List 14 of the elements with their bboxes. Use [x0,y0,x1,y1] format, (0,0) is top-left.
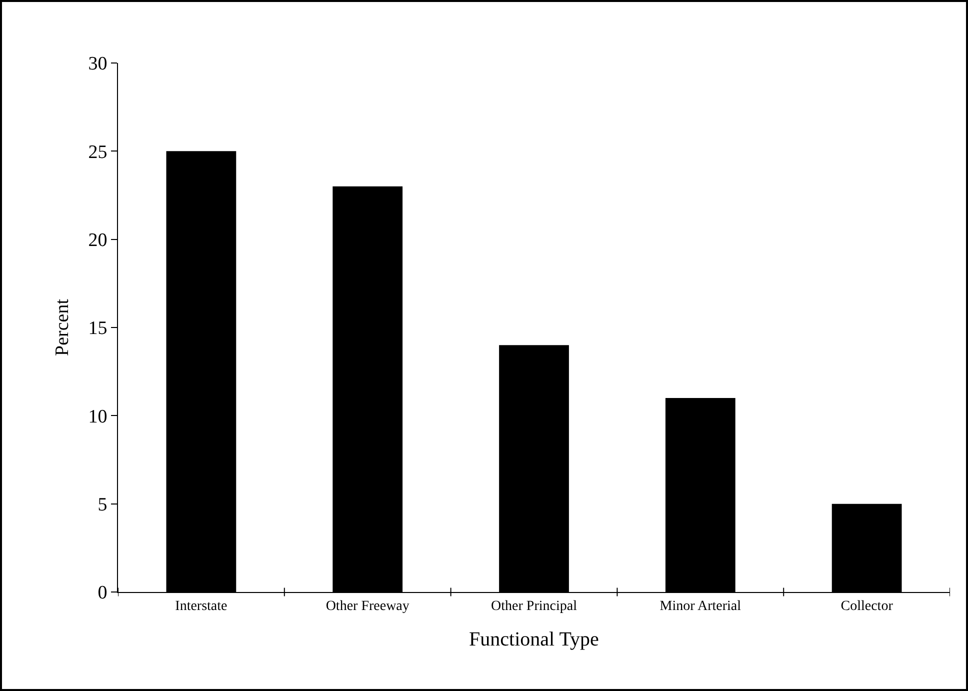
y-axis-title: Percent [52,298,74,356]
x-tick-label: Minor Arterial [660,598,742,614]
x-tick-label: Other Principal [491,598,578,614]
y-tick-label: 20 [88,230,108,251]
y-tick-label: 10 [88,406,108,428]
x-tick-label: Collector [840,598,894,614]
x-tick-label: Other Freeway [326,598,410,614]
x-axis-title: Functional Type [469,628,600,650]
y-tick-label: 15 [88,318,108,340]
x-tick-label: Interstate [175,598,228,614]
y-tick-label: 30 [88,54,108,75]
y-tick-label: 5 [98,494,108,516]
y-tick-label: 0 [98,582,108,604]
y-tick-label: 25 [88,142,108,163]
